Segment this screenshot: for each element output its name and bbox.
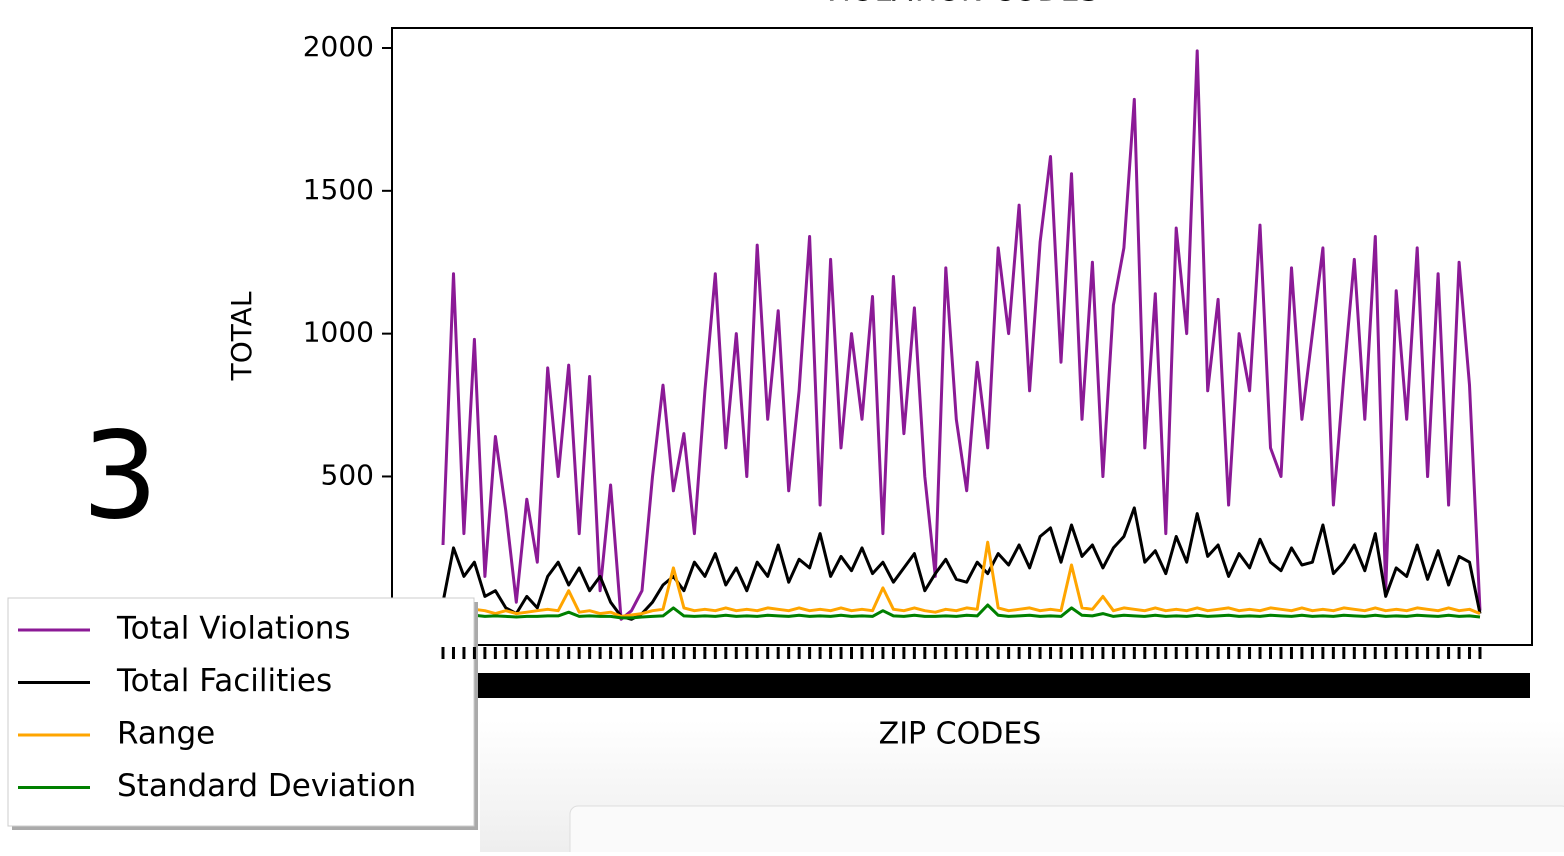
chart-title: VIOLATION CODES (821, 0, 1098, 9)
plot-frame (391, 27, 1533, 646)
side-label: 3 (82, 408, 158, 547)
x-tick-label-smear (470, 673, 1530, 698)
series-line (442, 540, 1481, 618)
series-line (442, 603, 1481, 620)
legend-label: Standard Deviation (117, 768, 416, 804)
legend: Total Violations Total Facilities Range Sta… (7, 597, 478, 830)
y-tick-label: 1000 (303, 316, 374, 349)
y-tick-label: 500 (321, 458, 374, 491)
y-axis-label: TOTAL (225, 291, 258, 381)
x-axis-label: ZIP CODES (879, 717, 1042, 752)
y-tick-label: 1500 (303, 173, 374, 206)
legend-label: Total Violations (116, 611, 351, 647)
legend-label: Range (117, 716, 215, 752)
legend-label: Total Facilities (116, 663, 332, 699)
y-tick-label: 2000 (303, 30, 374, 63)
plot-area (441, 49, 1482, 621)
series-line (441, 506, 1482, 621)
series-line (441, 49, 1482, 621)
taskbar-window (569, 805, 1564, 856)
